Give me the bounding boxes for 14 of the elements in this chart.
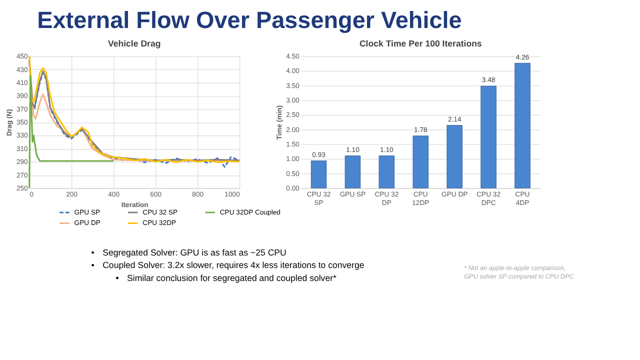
chart-title: Vehicle Drag: [108, 38, 161, 48]
text: Segregated Solver: GPU is as fast as ~25 CPU: [102, 247, 286, 258]
bar: [412, 136, 429, 188]
chart-title: Clock Time Per 100 Iterations: [359, 38, 482, 48]
bar: [378, 156, 395, 188]
text: Similar conclusion for segregated and coupled solver*: [127, 272, 338, 283]
text: External Flow Over Passenger Vehicle: [37, 6, 462, 33]
bar: [514, 62, 530, 188]
bar: [480, 86, 496, 188]
bar: [344, 156, 361, 188]
text: Coupled Solver: 3.2x slower, requires 4x less iterations to converge: [102, 260, 364, 270]
bar: [310, 160, 327, 188]
bar: [446, 125, 462, 188]
line-series: [28, 75, 114, 189]
